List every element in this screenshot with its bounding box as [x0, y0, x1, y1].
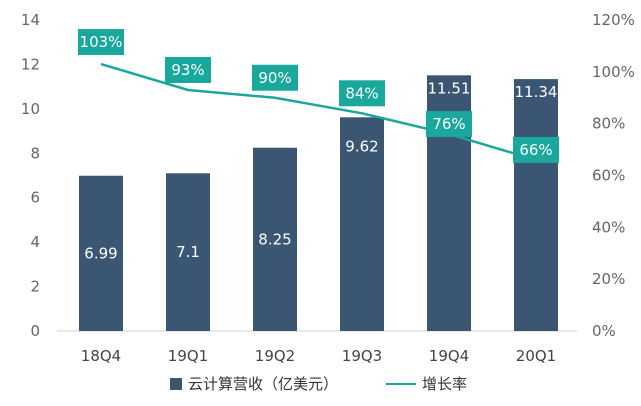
bar-value-label: 8.25 [258, 230, 291, 248]
left-tick-label: 0 [30, 322, 40, 340]
left-tick-label: 8 [30, 144, 40, 162]
legend-bar-label: 云计算营收（亿美元） [188, 375, 338, 393]
bar-value-label: 11.51 [428, 79, 471, 97]
left-tick-label: 10 [21, 100, 40, 118]
bar [514, 79, 558, 331]
left-tick-label: 14 [21, 11, 40, 29]
category-label: 18Q4 [81, 347, 121, 365]
left-tick-label: 2 [30, 278, 40, 296]
line-label-box [78, 29, 124, 56]
category-label: 19Q2 [255, 347, 295, 365]
right-tick-label: 100% [592, 63, 635, 81]
legend: 云计算营收（亿美元） 增长率 [170, 375, 467, 393]
bar [166, 173, 210, 331]
bar-value-label: 7.1 [176, 243, 200, 261]
line-label-box [252, 64, 298, 91]
category-label: 19Q1 [168, 347, 208, 365]
line-label-box [426, 111, 472, 138]
line-value-label: 76% [432, 115, 465, 133]
growth-line [100, 62, 537, 162]
line-series: 6.99 7.1 8.25 9.62 11.51 11.34 103% 93% 90% 84% 76… [78, 29, 559, 262]
right-tick-label: 20% [592, 270, 625, 288]
right-axis: 0% 20% 40% 60% 80% 100% 120% [592, 11, 635, 340]
left-tick-label: 12 [21, 55, 40, 73]
line-value-label: 84% [345, 84, 378, 102]
legend-bar-swatch [170, 378, 182, 390]
line-label-box [165, 56, 211, 83]
bar-series [79, 75, 558, 331]
right-tick-label: 120% [592, 11, 635, 29]
bar [79, 175, 123, 331]
line-value-label: 93% [171, 61, 204, 79]
category-label: 19Q4 [429, 347, 469, 365]
bar [340, 117, 384, 331]
right-tick-label: 60% [592, 167, 625, 185]
right-tick-label: 80% [592, 115, 625, 133]
bar-value-label: 6.99 [84, 244, 117, 262]
left-tick-label: 6 [30, 189, 40, 207]
left-tick-label: 4 [30, 233, 40, 251]
category-label: 20Q1 [516, 347, 556, 365]
line-value-label: 90% [258, 69, 291, 87]
legend-line-label: 增长率 [422, 375, 467, 393]
line-label-box [339, 80, 385, 107]
bar-value-label: 9.62 [345, 137, 378, 155]
line-value-label: 103% [80, 33, 123, 51]
right-tick-label: 0% [592, 322, 616, 340]
line-value-label: 66% [519, 141, 552, 159]
left-axis: 0 2 4 6 8 10 12 14 [21, 11, 40, 340]
category-label: 19Q3 [342, 347, 382, 365]
bar-value-label: 11.34 [515, 83, 558, 101]
line-label-box [513, 136, 559, 163]
right-tick-label: 40% [592, 218, 625, 236]
bar [253, 147, 297, 331]
category-axis: 18Q4 19Q1 19Q2 19Q3 19Q4 20Q1 [81, 347, 556, 365]
